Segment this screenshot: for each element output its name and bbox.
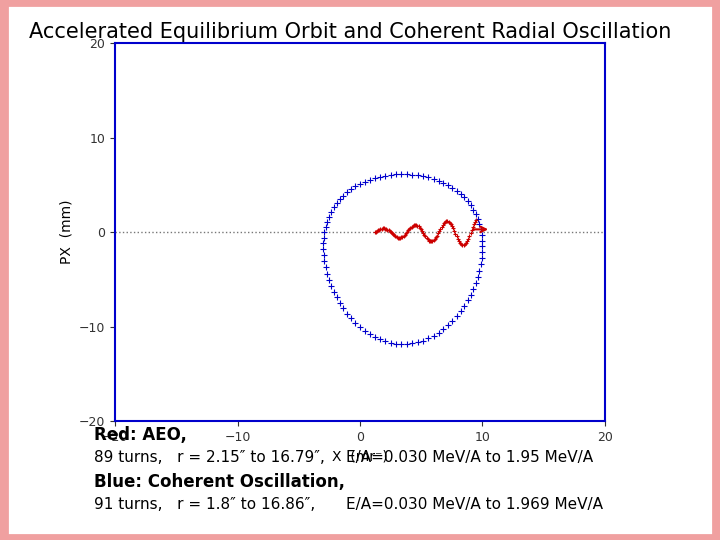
Text: Accelerated Equilibrium Orbit and Coherent Radial Oscillation: Accelerated Equilibrium Orbit and Cohere… (29, 22, 671, 42)
Text: Blue: Coherent Oscillation,: Blue: Coherent Oscillation, (94, 472, 345, 491)
Text: Red: AEO,: Red: AEO, (94, 426, 186, 444)
Text: E/A=0.030 MeV/A to 1.95 MeV/A: E/A=0.030 MeV/A to 1.95 MeV/A (346, 450, 593, 465)
Y-axis label: PX  (mm): PX (mm) (60, 200, 73, 265)
Text: 89 turns,   r = 2.15″ to 16.79″,: 89 turns, r = 2.15″ to 16.79″, (94, 450, 325, 465)
Text: 91 turns,   r = 1.8″ to 16.86″,: 91 turns, r = 1.8″ to 16.86″, (94, 497, 315, 512)
Text: E/A=0.030 MeV/A to 1.969 MeV/A: E/A=0.030 MeV/A to 1.969 MeV/A (346, 497, 603, 512)
X-axis label: X  (mr⁻): X (mr⁻) (332, 449, 388, 463)
